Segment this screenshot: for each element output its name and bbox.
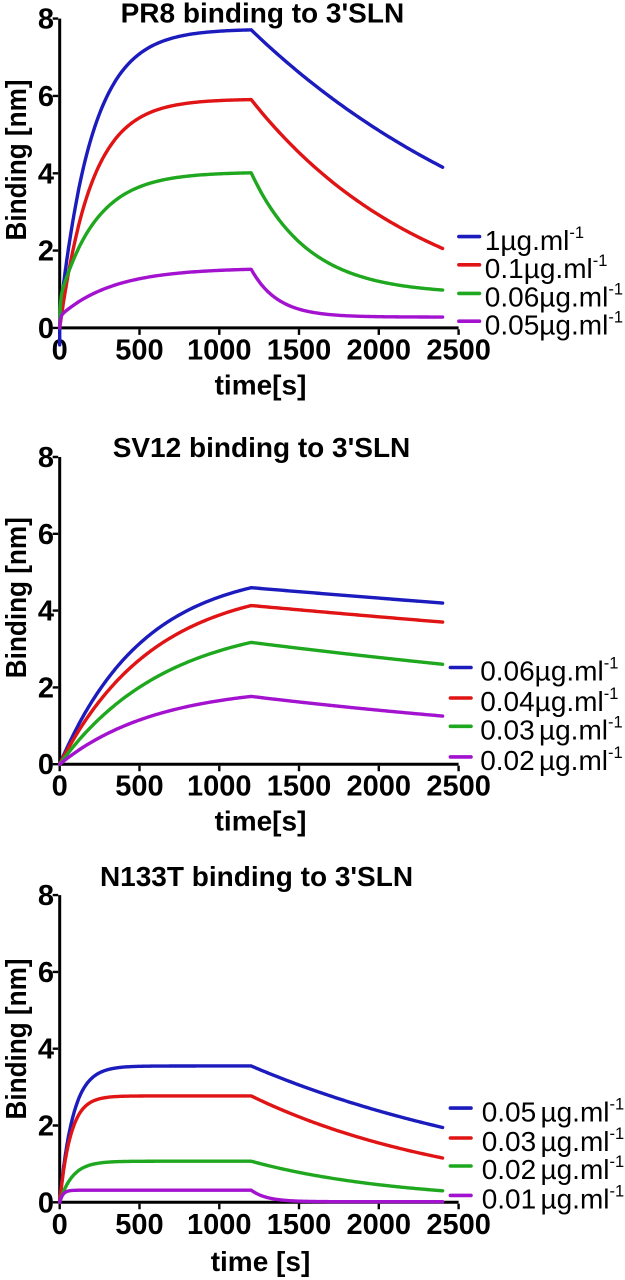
svg-text:500: 500 [115, 1209, 163, 1241]
svg-text:500: 500 [115, 334, 163, 366]
svg-text:0.03 µg.ml-1: 0.03 µg.ml-1 [482, 1125, 624, 1157]
svg-text:0.03 µg.ml-1: 0.03 µg.ml-1 [480, 714, 622, 746]
svg-text:2: 2 [38, 1111, 54, 1143]
svg-text:Binding [nm]: Binding [nm] [1, 959, 33, 1120]
svg-text:0: 0 [38, 749, 54, 781]
svg-text:time[s]: time[s] [215, 369, 307, 400]
svg-text:4: 4 [38, 158, 54, 190]
svg-text:time[s]: time[s] [215, 806, 307, 837]
svg-text:2500: 2500 [426, 1209, 491, 1241]
svg-text:0: 0 [52, 1209, 68, 1241]
svg-text:0.01 µg.ml-1: 0.01 µg.ml-1 [482, 1183, 624, 1215]
svg-text:8: 8 [38, 880, 54, 912]
svg-text:time [s]: time [s] [211, 1246, 311, 1277]
svg-text:1000: 1000 [187, 1209, 252, 1241]
svg-text:0.06µg.ml-1: 0.06µg.ml-1 [480, 655, 618, 687]
svg-text:1000: 1000 [187, 771, 252, 803]
svg-text:SV12 binding to 3'SLN: SV12 binding to 3'SLN [113, 432, 411, 463]
svg-text:2: 2 [38, 672, 54, 704]
svg-text:2000: 2000 [347, 771, 412, 803]
svg-text:0.1µg.ml-1: 0.1µg.ml-1 [485, 252, 608, 284]
svg-text:Binding [nm]: Binding [nm] [1, 517, 33, 678]
svg-text:1µg.ml-1: 1µg.ml-1 [485, 224, 584, 256]
svg-text:500: 500 [115, 771, 163, 803]
svg-text:2500: 2500 [426, 334, 491, 366]
svg-text:8: 8 [38, 4, 54, 36]
svg-text:0.05 µg.ml-1: 0.05 µg.ml-1 [482, 1095, 624, 1127]
svg-text:Binding [nm]: Binding [nm] [1, 80, 33, 241]
svg-text:6: 6 [38, 81, 54, 113]
svg-text:0: 0 [38, 313, 54, 345]
svg-text:4: 4 [38, 596, 54, 628]
svg-text:2: 2 [38, 236, 54, 268]
svg-text:6: 6 [38, 957, 54, 989]
svg-text:4: 4 [38, 1034, 54, 1066]
svg-text:0.05µg.ml-1: 0.05µg.ml-1 [485, 308, 623, 340]
svg-text:2000: 2000 [347, 334, 412, 366]
svg-text:6: 6 [38, 519, 54, 551]
svg-text:0.02 µg.ml-1: 0.02 µg.ml-1 [482, 1153, 624, 1185]
svg-text:8: 8 [38, 442, 54, 474]
svg-text:2500: 2500 [426, 771, 491, 803]
svg-text:0: 0 [52, 771, 68, 803]
svg-text:1500: 1500 [267, 334, 332, 366]
svg-text:0.02 µg.ml-1: 0.02 µg.ml-1 [480, 744, 622, 776]
svg-text:0: 0 [52, 334, 68, 366]
svg-text:1000: 1000 [187, 334, 252, 366]
svg-text:1500: 1500 [267, 771, 332, 803]
svg-text:0.06µg.ml-1: 0.06µg.ml-1 [485, 281, 623, 313]
svg-text:N133T binding to 3'SLN: N133T binding to 3'SLN [100, 861, 413, 892]
svg-text:2000: 2000 [347, 1209, 412, 1241]
svg-text:0: 0 [38, 1187, 54, 1219]
svg-text:0.04µg.ml-1: 0.04µg.ml-1 [480, 685, 618, 717]
svg-text:1500: 1500 [267, 1209, 332, 1241]
svg-text:PR8 binding to 3'SLN: PR8 binding to 3'SLN [121, 0, 405, 29]
